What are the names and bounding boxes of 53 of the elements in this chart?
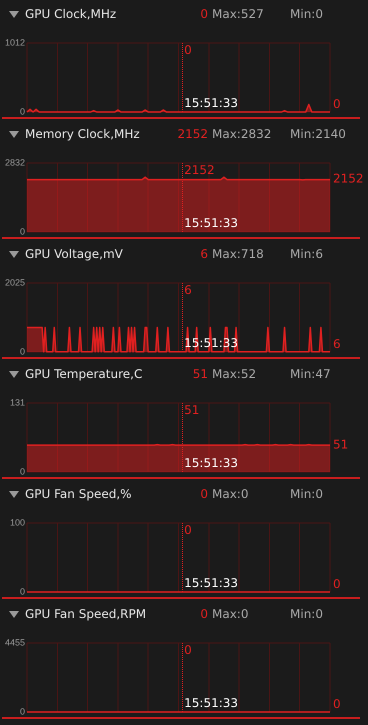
y-tick-label: 0: [20, 706, 25, 716]
annotation: 6: [184, 283, 192, 297]
text: Min:0: [290, 487, 323, 501]
annotation: 15:51:33: [184, 576, 238, 590]
text: Max:52: [212, 367, 256, 381]
y-tick-label: 2832: [4, 157, 25, 168]
text: Max:0: [212, 487, 248, 501]
text: Min:6: [290, 247, 323, 261]
annotation: 15:51:33: [184, 696, 238, 710]
y-tick-label: 0: [20, 106, 25, 116]
chart-title: GPU Voltage,mV: [25, 247, 123, 261]
text: 0: [333, 577, 341, 592]
text: 6: [333, 337, 341, 352]
text: Min:47: [290, 367, 331, 381]
y-tick-label: 0: [20, 226, 25, 236]
chart-title: GPU Fan Speed,RPM: [25, 607, 146, 621]
text: 0: [200, 7, 208, 21]
text: 6: [200, 247, 208, 261]
y-tick-label: 1012: [4, 37, 25, 48]
text: Max:718: [212, 247, 264, 261]
annotation: 0: [184, 523, 192, 537]
chart-title: GPU Clock,MHz: [25, 7, 116, 21]
text: 51: [333, 437, 348, 452]
annotation: 51: [184, 403, 200, 417]
annotation: 15:51:33: [184, 456, 238, 470]
text: Min:0: [290, 607, 323, 621]
annotation: 15:51:33: [184, 216, 238, 230]
y-tick-label: 0: [20, 586, 25, 596]
chart-title: GPU Fan Speed,%: [25, 487, 132, 501]
text: 2152: [333, 172, 364, 186]
y-tick-label: 2025: [4, 277, 25, 288]
annotation: 0: [184, 43, 192, 57]
annotation: 15:51:33: [184, 96, 238, 110]
text: 0: [200, 487, 208, 501]
annotation: 2152: [184, 163, 215, 177]
chart-title: GPU Temperature,C: [25, 367, 142, 381]
text: 0: [333, 97, 341, 112]
text: Max:2832: [212, 127, 272, 141]
text: 0: [200, 607, 208, 621]
text: Max:527: [212, 7, 264, 21]
annotation: 0: [184, 643, 192, 657]
text: Max:0: [212, 607, 248, 621]
y-tick-label: 0: [20, 346, 25, 356]
y-tick-label: 0: [20, 466, 25, 476]
text: Min:2140: [290, 127, 346, 141]
y-tick-label: 100: [10, 517, 25, 528]
y-tick-label: 131: [10, 397, 25, 408]
y-tick-label: 4455: [4, 637, 25, 648]
text: 2152: [177, 127, 208, 141]
text: 0: [333, 697, 341, 712]
chart-title: Memory Clock,MHz: [25, 127, 140, 141]
text: 51: [192, 367, 208, 381]
text: Min:0: [290, 7, 323, 21]
